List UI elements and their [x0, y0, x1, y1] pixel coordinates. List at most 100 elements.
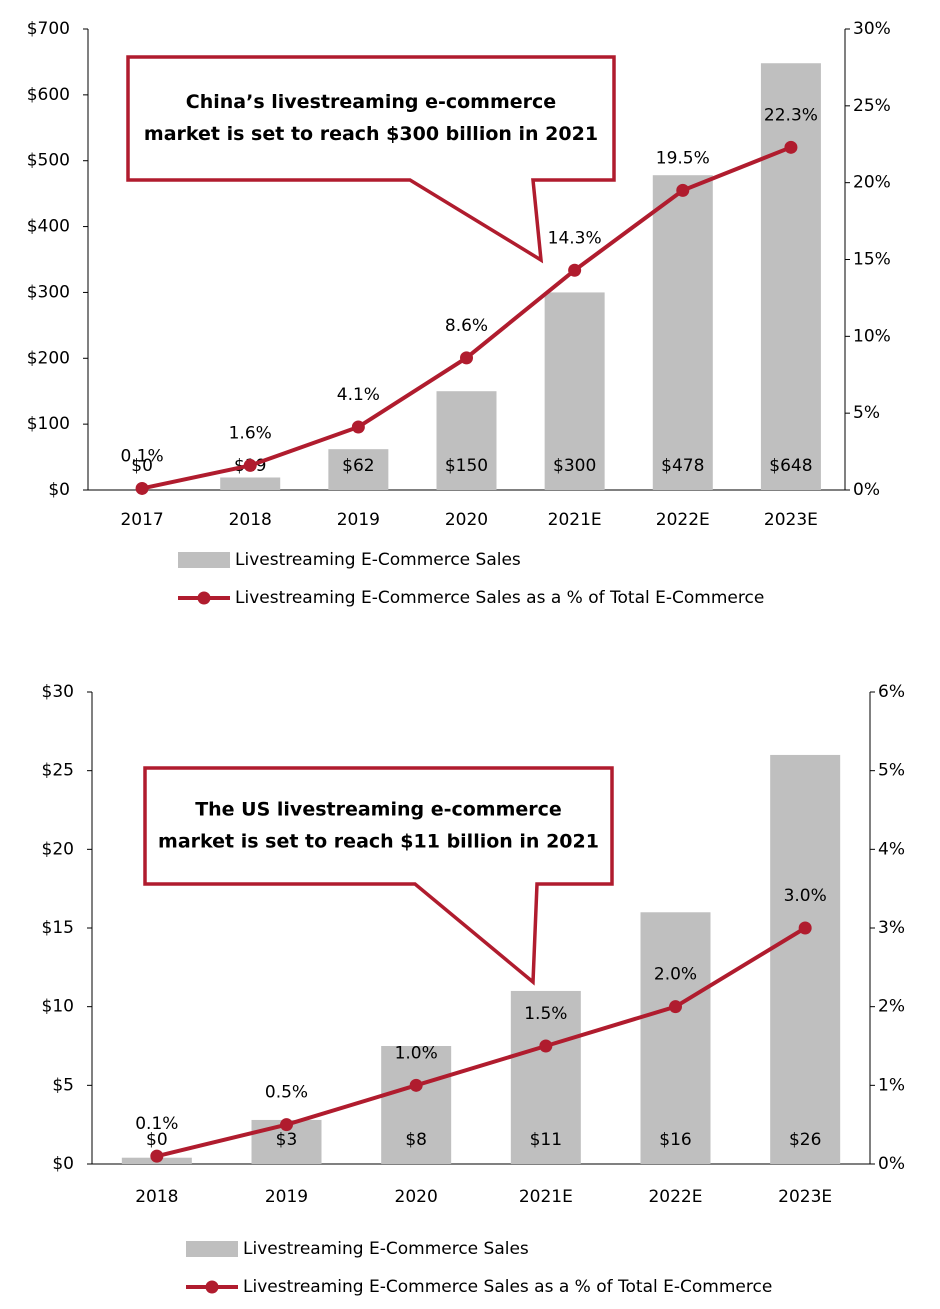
- bar: [544, 292, 605, 490]
- y2-tick-label: 0%: [853, 480, 880, 500]
- bar: [436, 391, 497, 490]
- y-tick-label: $0: [48, 480, 70, 500]
- bar: [328, 449, 389, 490]
- line-value-label: 2.0%: [654, 965, 697, 985]
- line-value-label: 0.1%: [120, 446, 163, 466]
- y2-tick-label: 30%: [853, 19, 891, 39]
- line-point: [243, 458, 257, 472]
- line-point: [539, 1039, 553, 1053]
- chart: $0 $5 $10 $15 $20 $25 $30 0% 1% 2% 3% 4% 5% 6% 2018 201…: [42, 682, 905, 1297]
- x-tick-label: 2020: [445, 510, 488, 530]
- line-value-label: 0.1%: [135, 1114, 178, 1134]
- legend-label: Livestreaming E-Commerce Sales as a % of…: [243, 1277, 772, 1297]
- y2-tick-label: 25%: [853, 96, 891, 116]
- x-tick-label: 2018: [135, 1187, 178, 1207]
- x-tick-label: 2023E: [778, 1187, 832, 1207]
- bar-value-label: $0: [146, 1130, 168, 1150]
- line: [156, 926, 807, 1159]
- line-point: [676, 183, 690, 197]
- y-tick-label: $30: [42, 682, 74, 702]
- bar-value-label: $3: [276, 1130, 298, 1150]
- line-value-label: 1.6%: [229, 423, 272, 443]
- x-tick-label: 2022E: [648, 1187, 702, 1207]
- x-tick-label: 2017: [120, 510, 163, 530]
- legend-swatch: [178, 552, 230, 568]
- legend-marker: [205, 1280, 219, 1294]
- x-tick-label: 2018: [229, 510, 272, 530]
- line-point: [784, 140, 798, 154]
- bar: [652, 175, 713, 490]
- y2-tick-label: 10%: [853, 326, 891, 346]
- y-tick-label: $500: [27, 151, 70, 171]
- x-tick-label: 2019: [265, 1187, 308, 1207]
- line-value-label: 1.5%: [524, 1004, 567, 1024]
- line-value-label: 1.0%: [395, 1043, 438, 1063]
- legend-label: Livestreaming E-Commerce Sales as a % of…: [235, 588, 764, 608]
- x-tick-label: 2021E: [519, 1187, 573, 1207]
- legend-marker: [197, 591, 211, 605]
- line-value-label: 14.3%: [548, 228, 602, 248]
- y-tick-label: $700: [27, 19, 70, 39]
- callout-box: [126, 55, 616, 264]
- bar: [381, 1046, 452, 1164]
- line-point: [135, 481, 149, 495]
- bar: [640, 912, 711, 1164]
- y2-tick-label: 2%: [878, 997, 905, 1017]
- bar-value-label: $648: [769, 456, 812, 476]
- bar-value-label: $16: [659, 1130, 691, 1150]
- line-value-label: 0.5%: [265, 1083, 308, 1103]
- line-value-label: 3.0%: [784, 886, 827, 906]
- line-point: [280, 1118, 293, 1132]
- legend-label: Livestreaming E-Commerce Sales: [243, 1239, 529, 1259]
- line-value-label: 4.1%: [337, 385, 380, 405]
- annotation: market is set to reach $11 billion in 20…: [158, 831, 599, 853]
- chart: $0 $100 $200 $300 $400 $500 $600 $700 0% 5% 10% 15%…: [27, 19, 891, 608]
- bar-value-label: $478: [661, 456, 704, 476]
- y2-tick-label: 5%: [853, 403, 880, 423]
- annotation: The US livestreaming e-commerce: [195, 799, 562, 821]
- annotation: market is set to reach $300 billion in 2…: [144, 123, 598, 145]
- y2-tick-label: 5%: [878, 761, 905, 781]
- y2-tick-label: 6%: [878, 682, 905, 702]
- x-tick-label: 2021E: [548, 510, 602, 530]
- y-tick-label: $10: [42, 997, 74, 1017]
- bar: [220, 477, 281, 490]
- y-tick-label: $15: [42, 918, 74, 938]
- line-value-label: 19.5%: [656, 148, 710, 168]
- y2-tick-label: 20%: [853, 173, 891, 193]
- line-point: [409, 1078, 423, 1092]
- y-tick-label: $300: [27, 282, 70, 302]
- x-tick-label: 2019: [337, 510, 380, 530]
- y2-tick-label: 3%: [878, 918, 905, 938]
- bar-value-label: $11: [530, 1130, 562, 1150]
- line-value-label: 8.6%: [445, 316, 488, 336]
- bar-value-label: $26: [789, 1130, 821, 1150]
- x-tick-label: 2022E: [656, 510, 710, 530]
- bar-value-label: $0: [131, 456, 153, 476]
- y-tick-label: $5: [52, 1075, 74, 1095]
- legend-swatch: [186, 1241, 238, 1257]
- line-point: [798, 921, 812, 935]
- annotation: China’s livestreaming e-commerce: [186, 91, 556, 113]
- y2-tick-label: 4%: [878, 839, 905, 859]
- line-value-label: 22.3%: [764, 105, 818, 125]
- y-tick-label: $100: [27, 414, 70, 434]
- line-point: [568, 263, 582, 277]
- bar: [770, 754, 841, 1164]
- y-tick-label: $25: [42, 761, 74, 781]
- y-tick-label: $200: [27, 348, 70, 368]
- bar-value-label: $8: [405, 1130, 427, 1150]
- bar: [510, 990, 581, 1164]
- line-point: [150, 1149, 164, 1163]
- y-tick-label: $400: [27, 217, 70, 237]
- bar-value-label: $150: [445, 456, 488, 476]
- y2-tick-label: 15%: [853, 250, 891, 270]
- y2-tick-label: 0%: [878, 1154, 905, 1174]
- bar-value-label: $300: [553, 456, 596, 476]
- y2-tick-label: 1%: [878, 1075, 905, 1095]
- line-point: [669, 1000, 682, 1014]
- line-point: [460, 351, 473, 365]
- y-tick-label: $600: [27, 85, 70, 105]
- legend-label: Livestreaming E-Commerce Sales: [235, 550, 521, 570]
